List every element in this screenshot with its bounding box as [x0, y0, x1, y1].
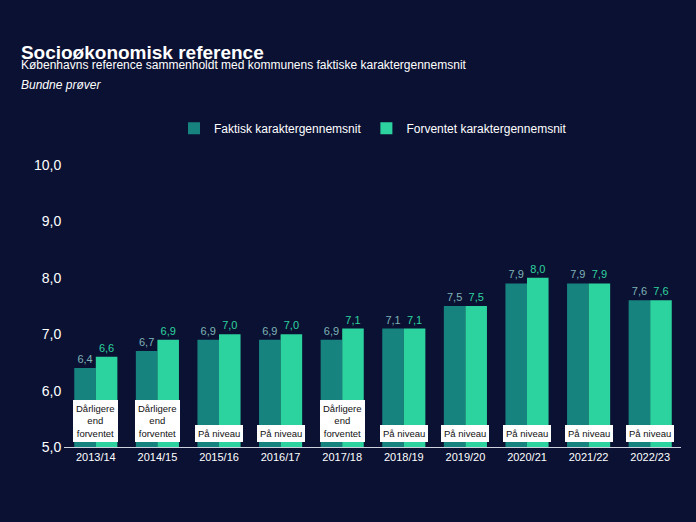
svg-text:7,9: 7,9: [570, 268, 585, 280]
svg-text:6,9: 6,9: [262, 325, 277, 337]
svg-text:2022/23: 2022/23: [630, 451, 670, 463]
svg-text:2017/18: 2017/18: [322, 451, 362, 463]
svg-text:2015/16: 2015/16: [199, 451, 239, 463]
svg-text:7,6: 7,6: [632, 285, 647, 297]
svg-text:8,0: 8,0: [530, 263, 545, 275]
svg-text:7,0: 7,0: [284, 319, 299, 331]
svg-text:Socioøkonomisk reference: Socioøkonomisk reference: [21, 42, 264, 63]
svg-text:2018/19: 2018/19: [384, 451, 424, 463]
svg-text:Bundne prøver: Bundne prøver: [21, 78, 101, 92]
svg-text:2020/21: 2020/21: [507, 451, 547, 463]
svg-text:På niveau: På niveau: [198, 428, 240, 439]
svg-text:7,5: 7,5: [447, 291, 462, 303]
svg-text:6,9: 6,9: [324, 325, 339, 337]
svg-text:10,0: 10,0: [34, 157, 61, 173]
svg-text:6,9: 6,9: [161, 325, 176, 337]
svg-text:7,5: 7,5: [469, 291, 484, 303]
svg-text:På niveau: På niveau: [629, 428, 671, 439]
svg-text:7,0: 7,0: [222, 319, 237, 331]
svg-text:6,0: 6,0: [42, 383, 62, 399]
svg-text:Faktisk karaktergennemsnit: Faktisk karaktergennemsnit: [214, 122, 361, 136]
svg-text:6,9: 6,9: [201, 325, 216, 337]
svg-text:7,1: 7,1: [385, 314, 400, 326]
svg-text:7,9: 7,9: [592, 268, 607, 280]
svg-text:7,6: 7,6: [653, 285, 668, 297]
svg-text:Forventet karaktergennemsnit: Forventet karaktergennemsnit: [406, 122, 566, 136]
svg-text:Københavns reference sammenhol: Københavns reference sammenholdt med kom…: [21, 58, 467, 72]
svg-text:Dårligereendforventet: Dårligereendforventet: [323, 403, 362, 439]
svg-text:2019/20: 2019/20: [446, 451, 486, 463]
svg-text:På niveau: På niveau: [260, 428, 302, 439]
svg-text:2016/17: 2016/17: [261, 451, 301, 463]
svg-text:Dårligereendforventet: Dårligereendforventet: [138, 403, 177, 439]
svg-text:6,7: 6,7: [139, 336, 154, 348]
svg-text:5,0: 5,0: [42, 439, 62, 455]
svg-text:9,0: 9,0: [42, 213, 62, 229]
svg-text:7,0: 7,0: [42, 326, 62, 342]
svg-text:7,9: 7,9: [509, 268, 524, 280]
svg-text:2014/15: 2014/15: [138, 451, 178, 463]
svg-text:6,4: 6,4: [77, 353, 92, 365]
svg-text:6,6: 6,6: [99, 342, 114, 354]
svg-text:8,0: 8,0: [42, 270, 62, 286]
svg-text:På niveau: På niveau: [383, 428, 425, 439]
svg-text:2013/14: 2013/14: [76, 451, 116, 463]
svg-text:På niveau: På niveau: [568, 428, 610, 439]
svg-text:På niveau: På niveau: [506, 428, 548, 439]
svg-text:7,1: 7,1: [345, 314, 360, 326]
svg-text:2021/22: 2021/22: [569, 451, 609, 463]
svg-text:Dårligereendforventet: Dårligereendforventet: [76, 403, 115, 439]
svg-text:På niveau: På niveau: [444, 428, 486, 439]
svg-text:7,1: 7,1: [407, 314, 422, 326]
